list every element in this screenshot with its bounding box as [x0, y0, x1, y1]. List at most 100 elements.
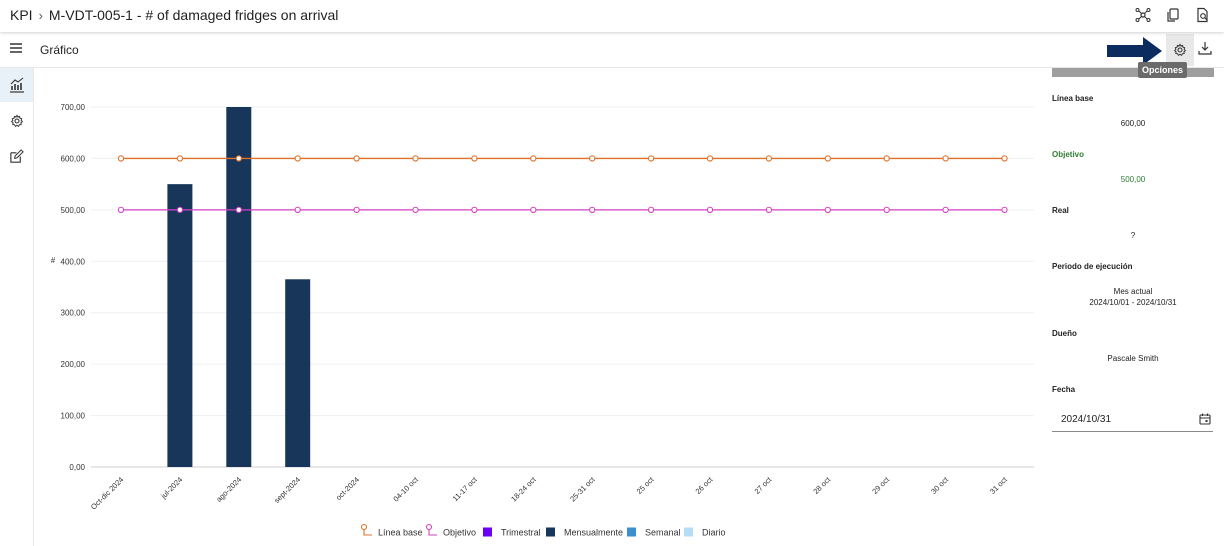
chart-icon — [9, 77, 24, 93]
panel-scrollbar[interactable] — [1052, 68, 1214, 77]
x-tick-label: 04-10 oct — [391, 474, 420, 503]
fecha-date-field[interactable]: 2024/10/31 — [1052, 408, 1213, 432]
sub-header: Gráfico — [0, 32, 1224, 68]
x-tick-label: 18-24 oct — [509, 474, 538, 503]
point-linea-base — [647, 155, 655, 162]
point-linea-base — [765, 155, 773, 162]
point-objetivo — [353, 206, 360, 214]
edit-icon — [10, 148, 24, 163]
rail-item-edit[interactable] — [0, 139, 33, 173]
point-linea-base — [1001, 155, 1008, 162]
legend-swatch — [627, 527, 636, 537]
point-linea-base — [471, 155, 478, 162]
legend-label: Línea base — [378, 528, 423, 538]
legend-swatch — [483, 527, 492, 537]
x-tick-label: 27 oct — [752, 474, 773, 495]
x-tick-label: 31 oct — [988, 474, 1009, 495]
y-tick-label: 500,00 — [61, 206, 86, 215]
y-tick-label: 0,00 — [69, 463, 85, 472]
real-value: ? — [1130, 231, 1136, 240]
left-rail — [0, 68, 34, 546]
section-title: Gráfico — [40, 43, 79, 57]
document-search-icon[interactable] — [1194, 6, 1212, 24]
options-gear-button[interactable] — [1166, 34, 1194, 66]
legend-marker — [425, 523, 433, 531]
page-title: M-VDT-005-1 - # of damaged fridges on ar… — [48, 7, 339, 23]
x-tick-label: jul-2024 — [158, 475, 184, 501]
options-tooltip: Opciones — [1138, 62, 1188, 78]
point-linea-base — [530, 155, 537, 162]
x-tick-label: sept-2024 — [272, 475, 302, 505]
legend-marker — [360, 523, 368, 531]
hamburger-menu-icon[interactable] — [9, 41, 23, 60]
legend-line — [363, 529, 372, 536]
network-icon[interactable] — [1134, 6, 1152, 24]
point-objetivo — [706, 206, 714, 214]
point-linea-base — [942, 155, 949, 162]
gear-icon — [10, 114, 23, 128]
point-objetivo — [412, 206, 419, 214]
fecha-label: Fecha — [1052, 385, 1076, 394]
legend-label: Objetivo — [443, 528, 476, 538]
legend-swatch — [684, 527, 693, 537]
point-linea-base — [824, 155, 831, 162]
y-tick-label: 400,00 — [61, 257, 86, 266]
legend-label: Diario — [702, 528, 726, 538]
point-objetivo — [765, 206, 773, 214]
point-linea-base — [176, 155, 184, 162]
legend-label: Semanal — [645, 528, 681, 538]
y-tick-label: 600,00 — [61, 154, 86, 163]
point-linea-base — [353, 155, 360, 162]
calendar-icon[interactable] — [1199, 413, 1211, 427]
legend-label: Mensualmente — [564, 528, 623, 538]
real-label: Real — [1052, 206, 1069, 215]
y-tick-label: 300,00 — [61, 309, 86, 318]
legend-line — [428, 529, 437, 536]
x-tick-label: oct-2024 — [334, 475, 361, 502]
point-linea-base — [294, 155, 301, 162]
legend-swatch — [546, 527, 555, 537]
periodo-range: 2024/10/01 - 2024/10/31 — [1089, 298, 1177, 307]
gear-icon — [1173, 43, 1187, 57]
periodo-label: Periodo de ejecución — [1052, 262, 1133, 271]
pointer-arrow-icon — [1107, 37, 1162, 65]
x-tick-label: 26 oct — [694, 474, 715, 495]
x-tick-label: 11-17 oct — [451, 474, 480, 503]
point-objetivo — [176, 206, 184, 214]
objetivo-label: Objetivo — [1052, 150, 1085, 159]
point-objetivo — [647, 206, 655, 214]
copy-icon[interactable] — [1164, 6, 1182, 24]
point-objetivo — [883, 206, 890, 214]
linea-base-label: Línea base — [1052, 94, 1094, 103]
point-linea-base — [412, 155, 419, 162]
linea-base-value: 600,00 — [1120, 119, 1146, 128]
point-linea-base — [235, 155, 242, 162]
x-tick-label: 25-31 oct — [568, 474, 597, 503]
y-axis-label: # — [51, 256, 56, 265]
y-tick-label: 700,00 — [61, 103, 86, 112]
export-icon[interactable] — [1197, 40, 1213, 61]
objetivo-value: 500,00 — [1120, 175, 1146, 184]
breadcrumb-separator-icon: › — [38, 7, 43, 23]
x-tick-label: ago-2024 — [214, 475, 243, 504]
point-objetivo — [589, 206, 596, 214]
rail-item-settings[interactable] — [0, 104, 33, 138]
dueno-value: Pascale Smith — [1107, 354, 1159, 363]
kpi-chart: 0,00 100,00 200,00 300,00 400,00 500,00 600,00… — [51, 103, 1034, 538]
point-objetivo — [235, 206, 242, 214]
dueno-label: Dueño — [1052, 329, 1077, 338]
point-linea-base — [589, 155, 596, 162]
point-objetivo — [471, 206, 478, 214]
rail-item-chart[interactable] — [0, 68, 33, 102]
periodo-value: Mes actual — [1113, 287, 1153, 296]
details-panel: Línea base 600,00 Objetivo 500,00 Real ?… — [1052, 68, 1214, 546]
point-linea-base — [117, 155, 125, 162]
y-tick-label: 100,00 — [61, 412, 86, 421]
x-tick-label: 25 oct — [635, 474, 656, 495]
fecha-date-value: 2024/10/31 — [1061, 414, 1112, 425]
x-tick-label: 28 oct — [811, 474, 832, 495]
point-objetivo — [824, 206, 831, 214]
breadcrumb: KPI › M-VDT-005-1 - # of damaged fridges… — [10, 7, 338, 23]
bar-mensualmente — [167, 184, 193, 467]
breadcrumb-root[interactable]: KPI — [10, 7, 33, 23]
